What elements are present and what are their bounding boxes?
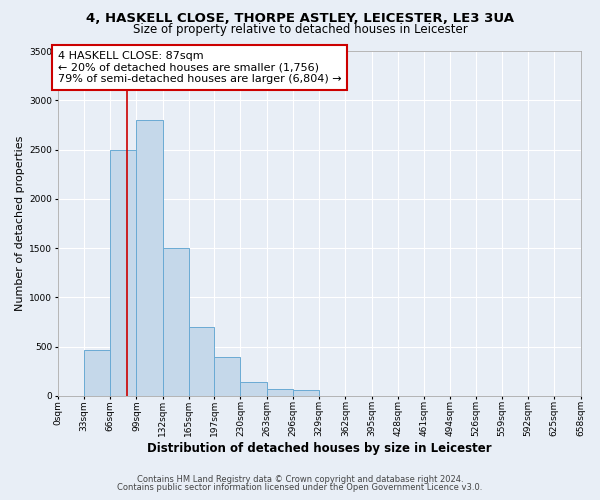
- Bar: [110, 150, 136, 396]
- Bar: [189, 327, 214, 396]
- Y-axis label: Number of detached properties: Number of detached properties: [15, 136, 25, 311]
- X-axis label: Distribution of detached houses by size in Leicester: Distribution of detached houses by size …: [147, 442, 491, 455]
- Bar: [266, 388, 293, 396]
- Text: Contains public sector information licensed under the Open Government Licence v3: Contains public sector information licen…: [118, 484, 482, 492]
- Bar: [293, 390, 319, 396]
- Text: Contains HM Land Registry data © Crown copyright and database right 2024.: Contains HM Land Registry data © Crown c…: [137, 475, 463, 484]
- Bar: [84, 350, 110, 396]
- Text: Size of property relative to detached houses in Leicester: Size of property relative to detached ho…: [133, 22, 467, 36]
- Text: 4, HASKELL CLOSE, THORPE ASTLEY, LEICESTER, LE3 3UA: 4, HASKELL CLOSE, THORPE ASTLEY, LEICEST…: [86, 12, 514, 26]
- Bar: [241, 382, 266, 396]
- Bar: [214, 358, 241, 396]
- Bar: [136, 120, 163, 396]
- Bar: [163, 248, 189, 396]
- Text: 4 HASKELL CLOSE: 87sqm
← 20% of detached houses are smaller (1,756)
79% of semi-: 4 HASKELL CLOSE: 87sqm ← 20% of detached…: [58, 51, 341, 84]
